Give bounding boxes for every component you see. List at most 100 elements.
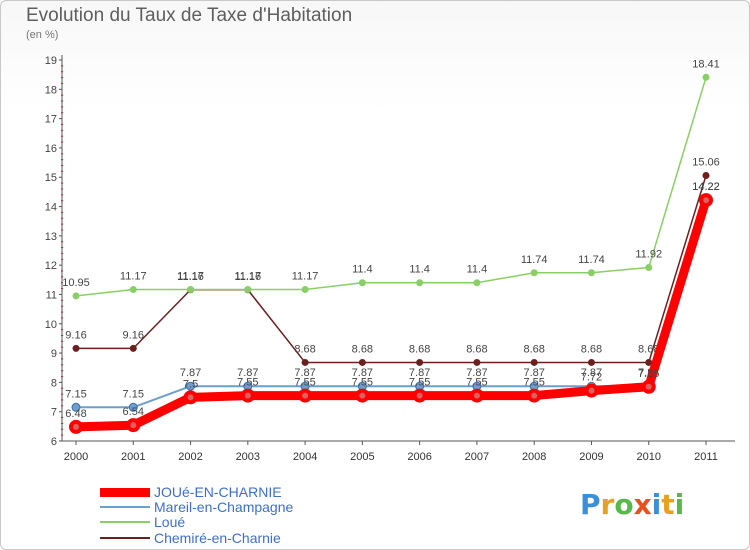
data-point-loue <box>702 73 710 81</box>
data-label-joue: 7.55 <box>466 377 487 389</box>
y-tick-label: 8 <box>51 377 57 389</box>
y-tick-label: 16 <box>45 143 57 155</box>
x-tick-label: 2009 <box>579 451 603 463</box>
legend-swatch-chemire <box>100 537 150 539</box>
x-tick-label: 2004 <box>293 451 317 463</box>
data-point-loue <box>301 285 309 293</box>
data-label-loue: 11.4 <box>467 264 488 276</box>
series-line-joue <box>71 195 711 432</box>
legend-label-joue: JOUé-EN-CHARNIE <box>154 484 282 500</box>
data-point-chemire <box>530 358 538 366</box>
legend-item-joue: JOUé-EN-CHARNIE <box>100 484 282 500</box>
data-label-chemire: 11.16 <box>234 271 261 283</box>
data-label-loue: 11.74 <box>521 254 548 266</box>
data-label-mareil: 7.87 <box>523 367 544 379</box>
data-point-inner-joue <box>473 392 480 399</box>
data-label-joue: 6.54 <box>123 406 144 418</box>
data-point-chemire <box>358 358 366 366</box>
y-tick-label: 10 <box>45 319 57 331</box>
y-tick-label: 19 <box>45 55 57 67</box>
x-tick-label: 2010 <box>636 451 660 463</box>
x-tick-label: 2005 <box>350 451 374 463</box>
data-point-loue <box>187 285 195 293</box>
legend-swatch-loue <box>100 521 150 523</box>
logo-letter: o <box>614 488 634 521</box>
y-tick-label: 18 <box>45 84 57 96</box>
x-tick-label: 2008 <box>522 451 546 463</box>
data-label-joue: 7.55 <box>237 377 258 389</box>
logo-letter: t <box>661 488 675 521</box>
data-label-joue: 7.55 <box>523 377 544 389</box>
data-label-joue: 7.55 <box>294 377 315 389</box>
data-label-chemire: 8.68 <box>352 343 373 355</box>
data-point-loue <box>129 285 137 293</box>
data-label-loue: 11.4 <box>352 264 373 276</box>
data-label-loue: 11.92 <box>635 248 662 260</box>
data-point-chemire <box>587 358 595 366</box>
data-label-loue: 11.17 <box>177 270 204 282</box>
data-label-joue: 7.55 <box>352 377 373 389</box>
legend-swatch-joue <box>100 487 150 497</box>
legend-label-loue: Loué <box>154 514 186 530</box>
data-point-loue <box>358 279 366 287</box>
data-label-chemire: 9.16 <box>65 329 86 341</box>
data-point-chemire <box>702 171 710 179</box>
data-label-loue: 11.4 <box>409 264 430 276</box>
x-tick-label: 2003 <box>236 451 260 463</box>
data-label-mareil: 7.87 <box>294 367 315 379</box>
data-point-chemire <box>129 344 137 352</box>
data-point-loue <box>530 269 538 277</box>
y-tick-label: 11 <box>46 289 57 301</box>
series-line-chemire <box>75 174 707 364</box>
data-label-chemire: 8.68 <box>294 343 315 355</box>
y-tick-label: 12 <box>45 260 57 272</box>
logo-letter: x <box>633 488 652 521</box>
y-tick-label: 17 <box>45 114 57 126</box>
data-label-chemire: 8.68 <box>466 343 487 355</box>
data-label-mareil: 7.87 <box>409 367 430 379</box>
data-point-inner-joue <box>703 197 709 204</box>
data-label-loue: 10.95 <box>62 277 90 289</box>
legend-item-loue: Loué <box>100 514 185 530</box>
data-label-loue: 18.41 <box>692 58 720 70</box>
y-tick-label: 14 <box>45 202 57 214</box>
data-label-chemire: 8.68 <box>581 343 602 355</box>
data-label-chemire: 15.06 <box>692 156 720 168</box>
data-point-mareil <box>186 381 196 391</box>
data-label-mareil: 7.87 <box>581 367 602 379</box>
data-label-chemire: 8.68 <box>409 343 430 355</box>
data-label-joue: 7.5 <box>183 378 198 390</box>
data-point-chemire <box>301 358 309 366</box>
data-label-mareil: 7.87 <box>466 367 487 379</box>
x-tick-label: 2001 <box>121 451 145 463</box>
data-label-mareil: 7.87 <box>237 367 258 379</box>
data-point-chemire <box>473 358 481 366</box>
data-point-loue <box>416 279 424 287</box>
logo-letter: r <box>600 488 615 521</box>
data-point-chemire <box>416 358 424 366</box>
proxiti-logo: Proxiti <box>580 488 684 521</box>
x-tick-label: 2007 <box>465 451 489 463</box>
data-point-inner-joue <box>531 392 538 399</box>
data-point-loue <box>473 279 481 287</box>
data-point-mareil <box>71 402 81 412</box>
legend-item-chemire: Chemiré-en-Charnie <box>100 530 281 546</box>
data-label-chemire: 11.16 <box>177 271 204 283</box>
data-label-chemire: 8.68 <box>523 343 544 355</box>
data-point-inner-joue <box>73 423 79 430</box>
data-point-chemire <box>645 358 653 366</box>
data-point-chemire <box>72 344 80 352</box>
y-tick-label: 7 <box>51 407 57 419</box>
data-label-loue: 11.17 <box>234 270 261 282</box>
data-label-mareil: 14.22 <box>692 181 720 193</box>
data-point-inner-joue <box>588 387 595 394</box>
series-line-mareil <box>75 199 707 409</box>
x-tick-label: 2000 <box>64 451 88 463</box>
data-label-loue: 11.74 <box>578 254 605 266</box>
data-label-joue: 6.48 <box>65 408 86 420</box>
chart-subtitle: (en %) <box>26 29 59 41</box>
data-point-mareil <box>128 402 138 412</box>
y-tick-label: 9 <box>51 348 57 360</box>
